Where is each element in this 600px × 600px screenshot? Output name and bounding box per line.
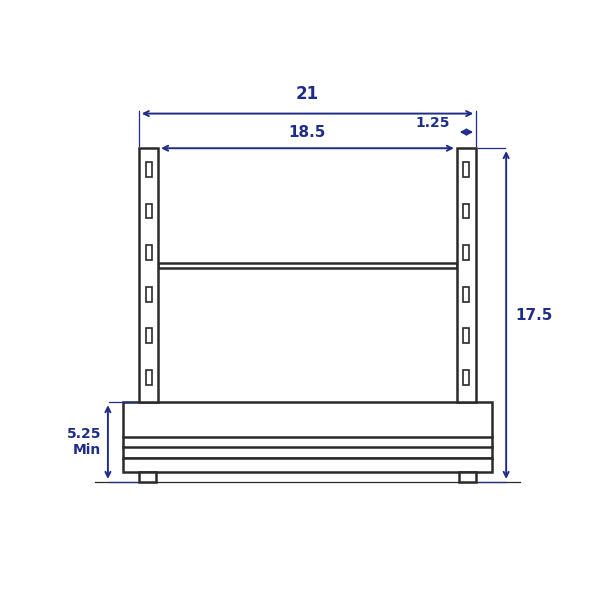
Bar [463,245,469,260]
Text: 5.25
Min: 5.25 Min [67,427,101,457]
Text: 18.5: 18.5 [289,125,326,140]
Text: 21: 21 [296,85,319,103]
Bar [123,458,493,472]
Bar [463,203,469,218]
Bar [146,162,152,177]
Bar [458,472,476,482]
Bar [463,328,469,343]
Bar [158,263,457,268]
Bar [139,472,157,482]
Bar [146,287,152,302]
Bar [463,162,469,177]
Bar [146,203,152,218]
Bar [463,370,469,385]
Bar [139,148,158,403]
Bar [146,370,152,385]
Bar [146,245,152,260]
Bar [123,403,493,458]
Text: 1.25: 1.25 [415,116,450,130]
Bar [146,328,152,343]
Bar [463,287,469,302]
Bar [457,148,476,403]
Text: 17.5: 17.5 [515,308,553,323]
